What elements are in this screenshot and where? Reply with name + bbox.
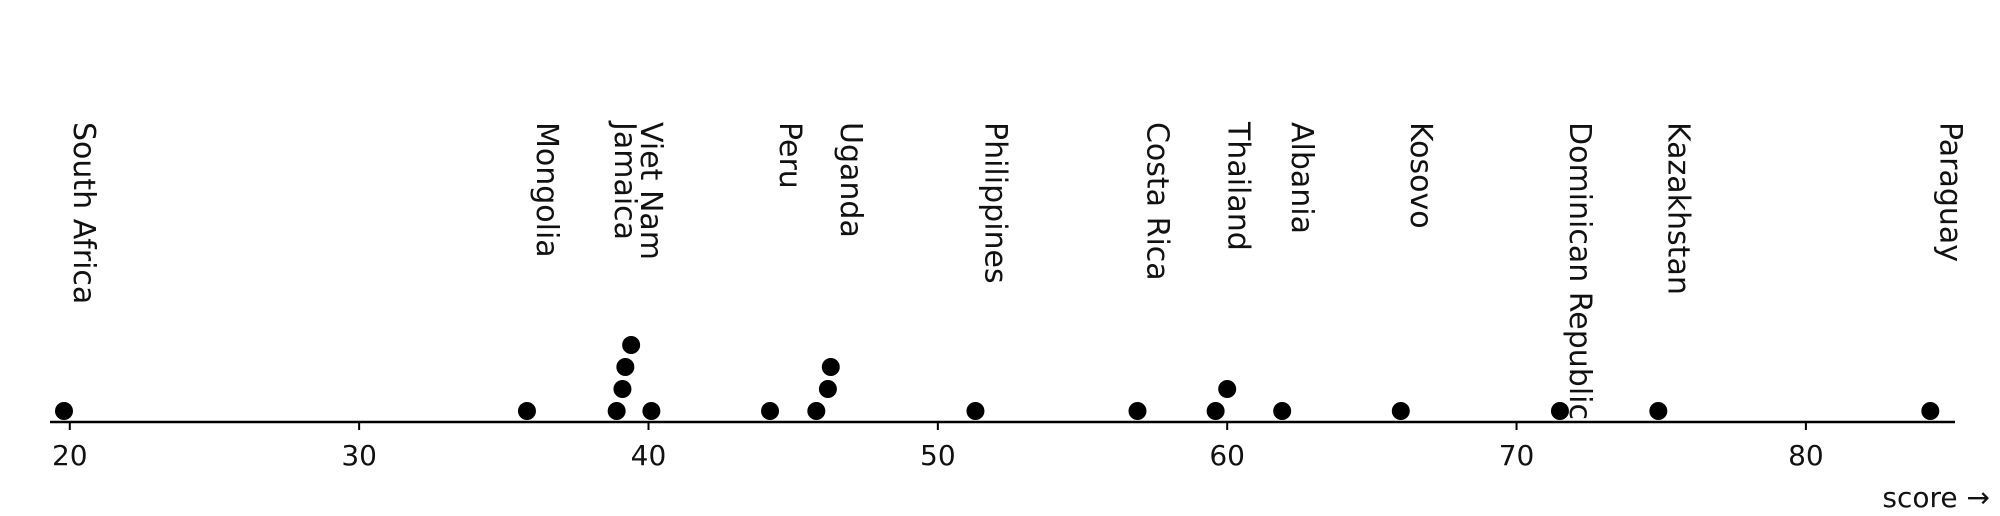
data-point	[517, 402, 536, 420]
x-axis-title: score →	[1882, 481, 1990, 514]
x-tick-label: 60	[1209, 439, 1245, 472]
data-point	[1550, 402, 1569, 420]
data-point	[1391, 402, 1410, 420]
data-point	[966, 402, 985, 420]
country-label: Mongolia	[529, 122, 564, 258]
dots	[55, 336, 1940, 420]
data-point	[1649, 402, 1668, 420]
country-label: Peru	[772, 122, 807, 189]
data-point	[821, 358, 840, 376]
data-point	[1128, 402, 1147, 420]
x-axis: 20 30 40 50 60 70 80	[50, 420, 1955, 472]
x-tick-label: 40	[631, 439, 667, 472]
country-label: Uganda	[833, 122, 868, 238]
country-label: Thailand	[1221, 121, 1256, 251]
country-label: Jamaica	[607, 120, 642, 240]
x-tick-label: 50	[920, 439, 956, 472]
data-point	[55, 402, 73, 420]
country-label: Philippines	[977, 122, 1012, 284]
country-label: Viet Nam	[633, 122, 668, 260]
data-point	[1206, 402, 1225, 420]
data-point	[607, 402, 626, 420]
data-point	[807, 402, 826, 420]
country-label: Costa Rica	[1139, 122, 1174, 281]
x-tick-label: 30	[341, 439, 377, 472]
country-label: South Africa	[66, 122, 101, 304]
data-point	[1273, 402, 1292, 420]
data-point	[761, 402, 780, 420]
country-label: Kazakhstan	[1660, 122, 1695, 295]
country-label: Dominican Republic	[1562, 122, 1597, 420]
data-point	[818, 380, 837, 398]
country-label: Kosovo	[1403, 122, 1438, 229]
x-tick-label: 80	[1788, 439, 1824, 472]
data-point	[1218, 380, 1237, 398]
data-point	[642, 402, 661, 420]
data-point	[616, 358, 635, 376]
data-point	[1921, 402, 1940, 420]
country-label: Paraguay	[1932, 122, 1967, 262]
x-tick-label: 70	[1499, 439, 1535, 472]
x-tick-label: 20	[52, 439, 88, 472]
data-point	[622, 336, 641, 354]
country-label: Albania	[1284, 122, 1319, 234]
data-point	[613, 380, 632, 398]
